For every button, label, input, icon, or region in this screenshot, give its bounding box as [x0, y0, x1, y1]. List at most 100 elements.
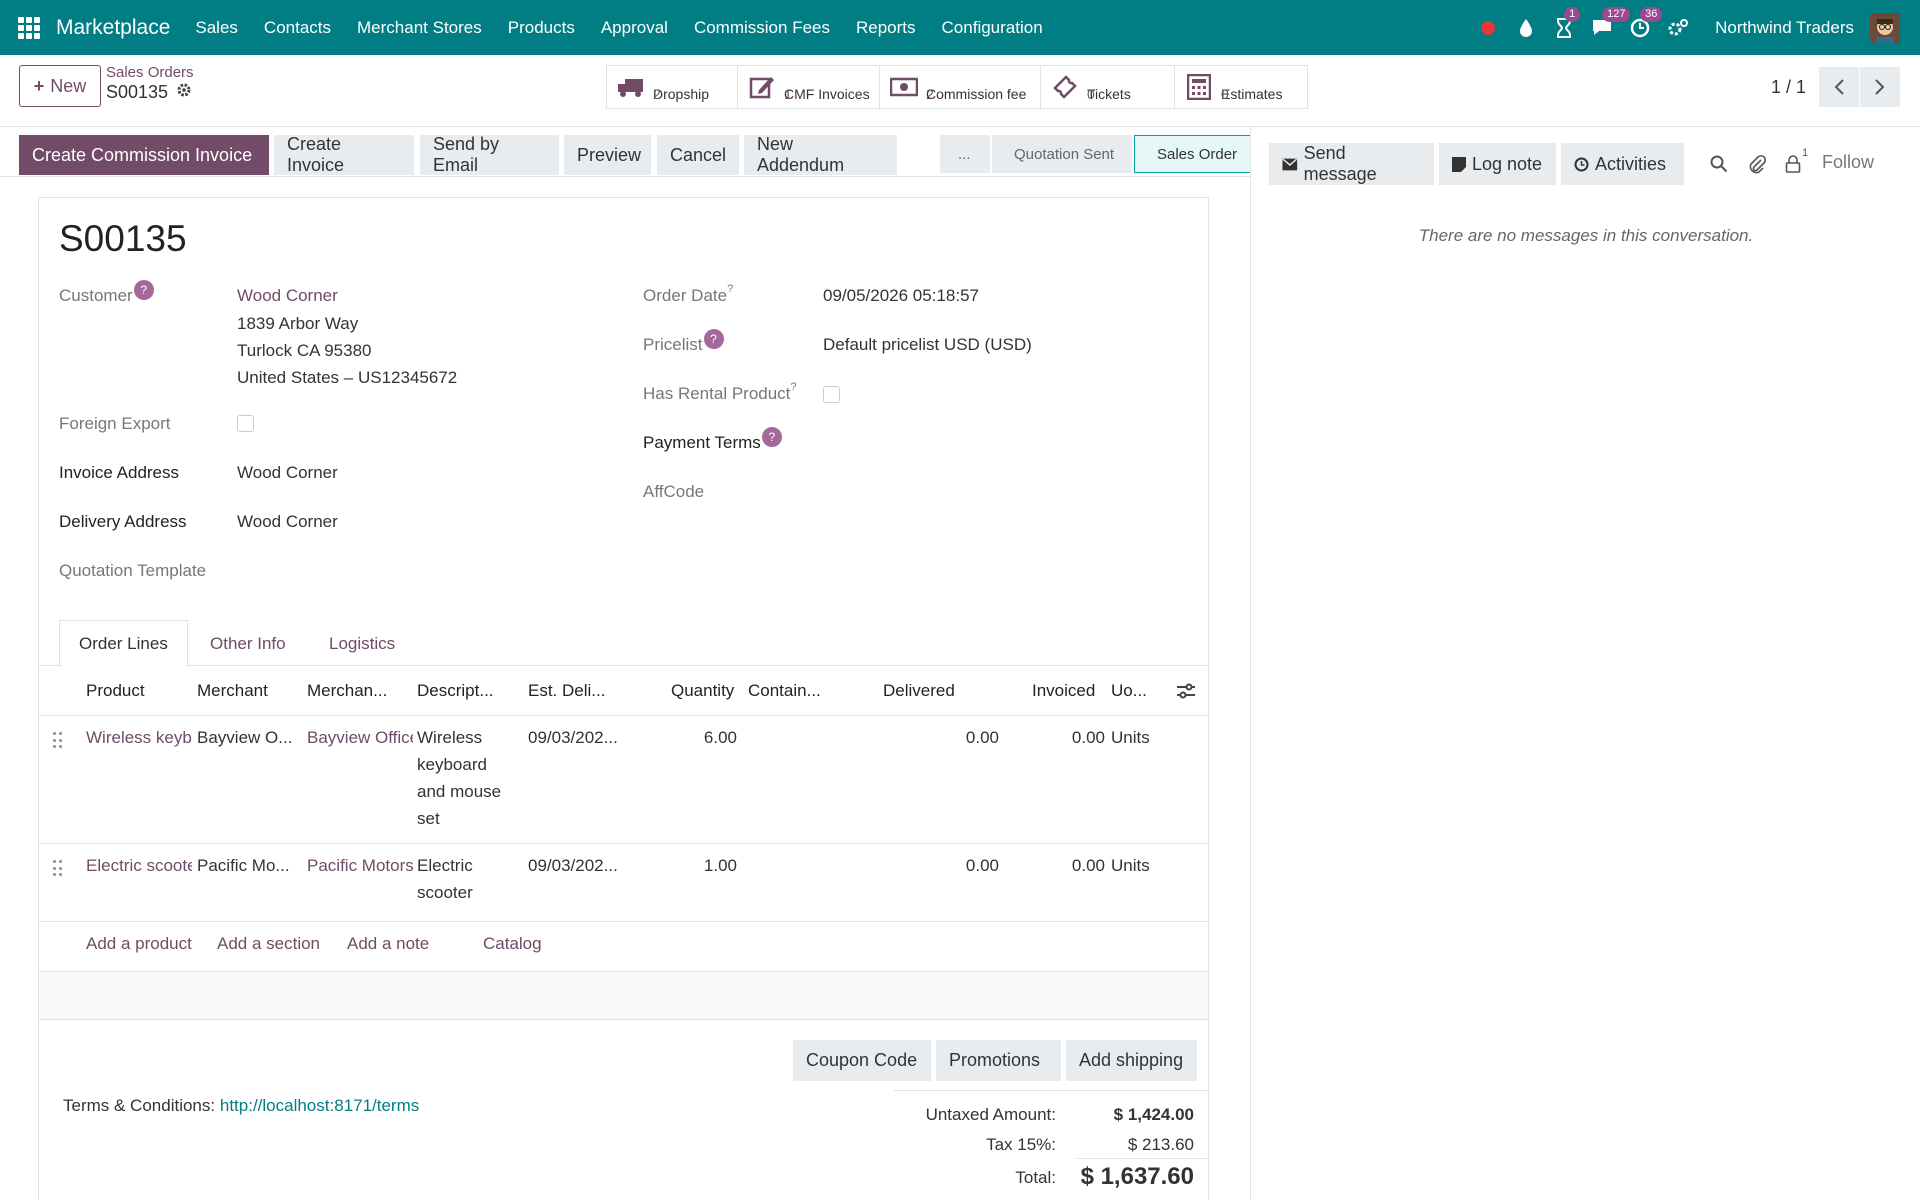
status-stages: ... Quotation Sent Sales Order [940, 135, 1256, 173]
activities-button[interactable]: Activities [1561, 143, 1684, 185]
row-merchant-store[interactable]: Pacific Motors [307, 856, 413, 875]
tab-other-info[interactable]: Other Info [210, 633, 286, 653]
table-row[interactable]: Wireless keyboard and mouse set Bayview … [39, 716, 1208, 844]
company-switcher[interactable]: Northwind Traders [1715, 17, 1854, 37]
col-est-delivery[interactable]: Est. Deli... [528, 681, 606, 700]
order-date-field[interactable]: 09/05/2026 05:18:57 [823, 286, 979, 305]
menu-reports[interactable]: Reports [856, 17, 916, 37]
pricelist-help-icon[interactable]: ? [703, 329, 724, 349]
customer-name[interactable]: Wood Corner [237, 286, 338, 305]
messages-icon[interactable]: 127 [1590, 6, 1631, 40]
lock-icon[interactable]: 1 [1782, 147, 1808, 175]
stage-sales-order[interactable]: Sales Order [1134, 135, 1256, 173]
cancel-button[interactable]: Cancel [657, 135, 739, 175]
terms-label: Terms & Conditions: [63, 1096, 216, 1115]
menu-products[interactable]: Products [507, 17, 575, 37]
payment-terms-help-icon[interactable]: ? [761, 427, 782, 447]
col-merchant[interactable]: Merchant [197, 681, 268, 700]
menu-configuration[interactable]: Configuration [941, 17, 1043, 37]
rental-help-icon[interactable]: ? [790, 381, 797, 393]
table-row[interactable]: Electric scooter Pacific Mo... Pacific M… [39, 844, 1208, 922]
stage-quotation-sent[interactable]: Quotation Sent [992, 135, 1132, 173]
app-brand[interactable]: Marketplace [56, 15, 171, 39]
row-quantity: 6.00 [703, 728, 737, 747]
drag-handle-icon[interactable] [53, 732, 63, 750]
new-addendum-button[interactable]: New Addendum [744, 134, 897, 175]
col-quantity[interactable]: Quantity [671, 681, 735, 700]
activities-label: Activities [1595, 153, 1667, 174]
tab-logistics[interactable]: Logistics [329, 633, 396, 653]
send-by-email-button[interactable]: Send by Email [420, 134, 559, 175]
gear-icon[interactable] [176, 82, 192, 103]
row-product[interactable]: Electric scooter [86, 856, 192, 875]
col-uom[interactable]: Uo... [1111, 681, 1147, 700]
no-messages-text: There are no messages in this conversati… [1418, 226, 1754, 245]
clock-icon[interactable]: 36 [1628, 6, 1663, 40]
row-merchant-store[interactable]: Bayview Office [307, 728, 413, 747]
dropship-smart-button[interactable]: Dropship 2 [606, 65, 738, 109]
delivery-address-field[interactable]: Wood Corner [237, 512, 338, 531]
follow-button[interactable]: Follow [1822, 152, 1875, 172]
add-note-link[interactable]: Add a note [347, 934, 430, 953]
new-button[interactable]: + New [19, 65, 101, 107]
settings-icon[interactable] [1666, 16, 1690, 40]
row-description: Wireless keyboard and mouse set [417, 728, 502, 828]
search-icon[interactable] [1708, 153, 1730, 175]
record-icon[interactable] [1476, 16, 1500, 40]
promotions-button[interactable]: Promotions [936, 1040, 1061, 1081]
preview-button[interactable]: Preview [564, 135, 651, 175]
menu-sales[interactable]: Sales [195, 17, 238, 37]
menu-merchant-stores[interactable]: Merchant Stores [357, 17, 482, 37]
menu-commission-fees[interactable]: Commission Fees [693, 17, 830, 37]
apps-menu-icon[interactable] [18, 16, 40, 39]
user-avatar[interactable] [1870, 12, 1900, 43]
customer-city: Turlock CA 95380 [237, 341, 372, 360]
order-date-help-icon[interactable]: ? [727, 283, 734, 295]
col-description[interactable]: Descript... [417, 681, 494, 700]
col-container[interactable]: Contain... [748, 681, 821, 700]
pager-previous-button[interactable] [1819, 67, 1859, 107]
drag-handle-icon[interactable] [53, 860, 63, 878]
paperclip-icon[interactable] [1746, 153, 1768, 175]
stage-more[interactable]: ... [940, 135, 990, 173]
customer-street: 1839 Arbor Way [237, 314, 359, 333]
catalog-link[interactable]: Catalog [483, 934, 542, 953]
row-product[interactable]: Wireless keyboard and mouse set [86, 728, 192, 747]
col-delivered[interactable]: Delivered [883, 681, 955, 700]
tickets-smart-button[interactable]: Tickets 0 [1040, 65, 1175, 109]
pricelist-field[interactable]: Default pricelist USD (USD) [823, 335, 1032, 354]
hourglass-icon[interactable]: 1 [1552, 6, 1581, 40]
tab-order-lines[interactable]: Order Lines [59, 620, 188, 667]
drop-icon[interactable] [1514, 16, 1538, 40]
commission-fee-smart-button[interactable]: Commission fee 2 [879, 65, 1041, 109]
col-merchant-store[interactable]: Merchan... [307, 681, 388, 700]
estimates-smart-button[interactable]: Estimates 0 [1174, 65, 1308, 109]
col-invoiced[interactable]: Invoiced [1032, 681, 1096, 700]
add-shipping-button[interactable]: Add shipping [1066, 1040, 1197, 1081]
log-note-button[interactable]: Log note [1439, 143, 1556, 185]
smart-buttons: Dropship 2 CMF Invoices 1 Commission fee 2 … [606, 65, 1308, 109]
add-section-link[interactable]: Add a section [217, 934, 321, 953]
row-merchant: Bayview O... [197, 728, 293, 747]
breadcrumb-sales-orders[interactable]: Sales Orders [106, 64, 194, 81]
menu-contacts[interactable]: Contacts [263, 17, 332, 37]
breadcrumb-current: S00135 [106, 82, 169, 102]
send-message-button[interactable]: Send message [1269, 143, 1434, 185]
terms-link[interactable]: http://localhost:8171/terms [219, 1096, 420, 1115]
column-settings-icon[interactable] [1176, 666, 1196, 716]
foreign-export-checkbox[interactable] [237, 415, 254, 432]
menu-approval[interactable]: Approval [600, 17, 668, 37]
pager-next-button[interactable] [1860, 67, 1900, 107]
create-commission-invoice-button[interactable]: Create Commission Invoice [19, 135, 269, 175]
rental-product-checkbox[interactable] [823, 386, 840, 403]
cmf-invoices-smart-button[interactable]: CMF Invoices 1 [737, 65, 880, 109]
invoice-address-field[interactable]: Wood Corner [237, 463, 338, 482]
add-product-link[interactable]: Add a product [86, 934, 192, 953]
pager-value[interactable]: 1 / 1 [1770, 76, 1806, 97]
customer-help-icon[interactable]: ? [133, 280, 154, 300]
coupon-code-button[interactable]: Coupon Code [793, 1040, 931, 1081]
create-invoice-button[interactable]: Create Invoice [274, 134, 414, 175]
dropship-label: Dropship [653, 86, 710, 102]
delivery-address-label: Delivery Address [59, 512, 187, 531]
col-product[interactable]: Product [86, 681, 145, 700]
